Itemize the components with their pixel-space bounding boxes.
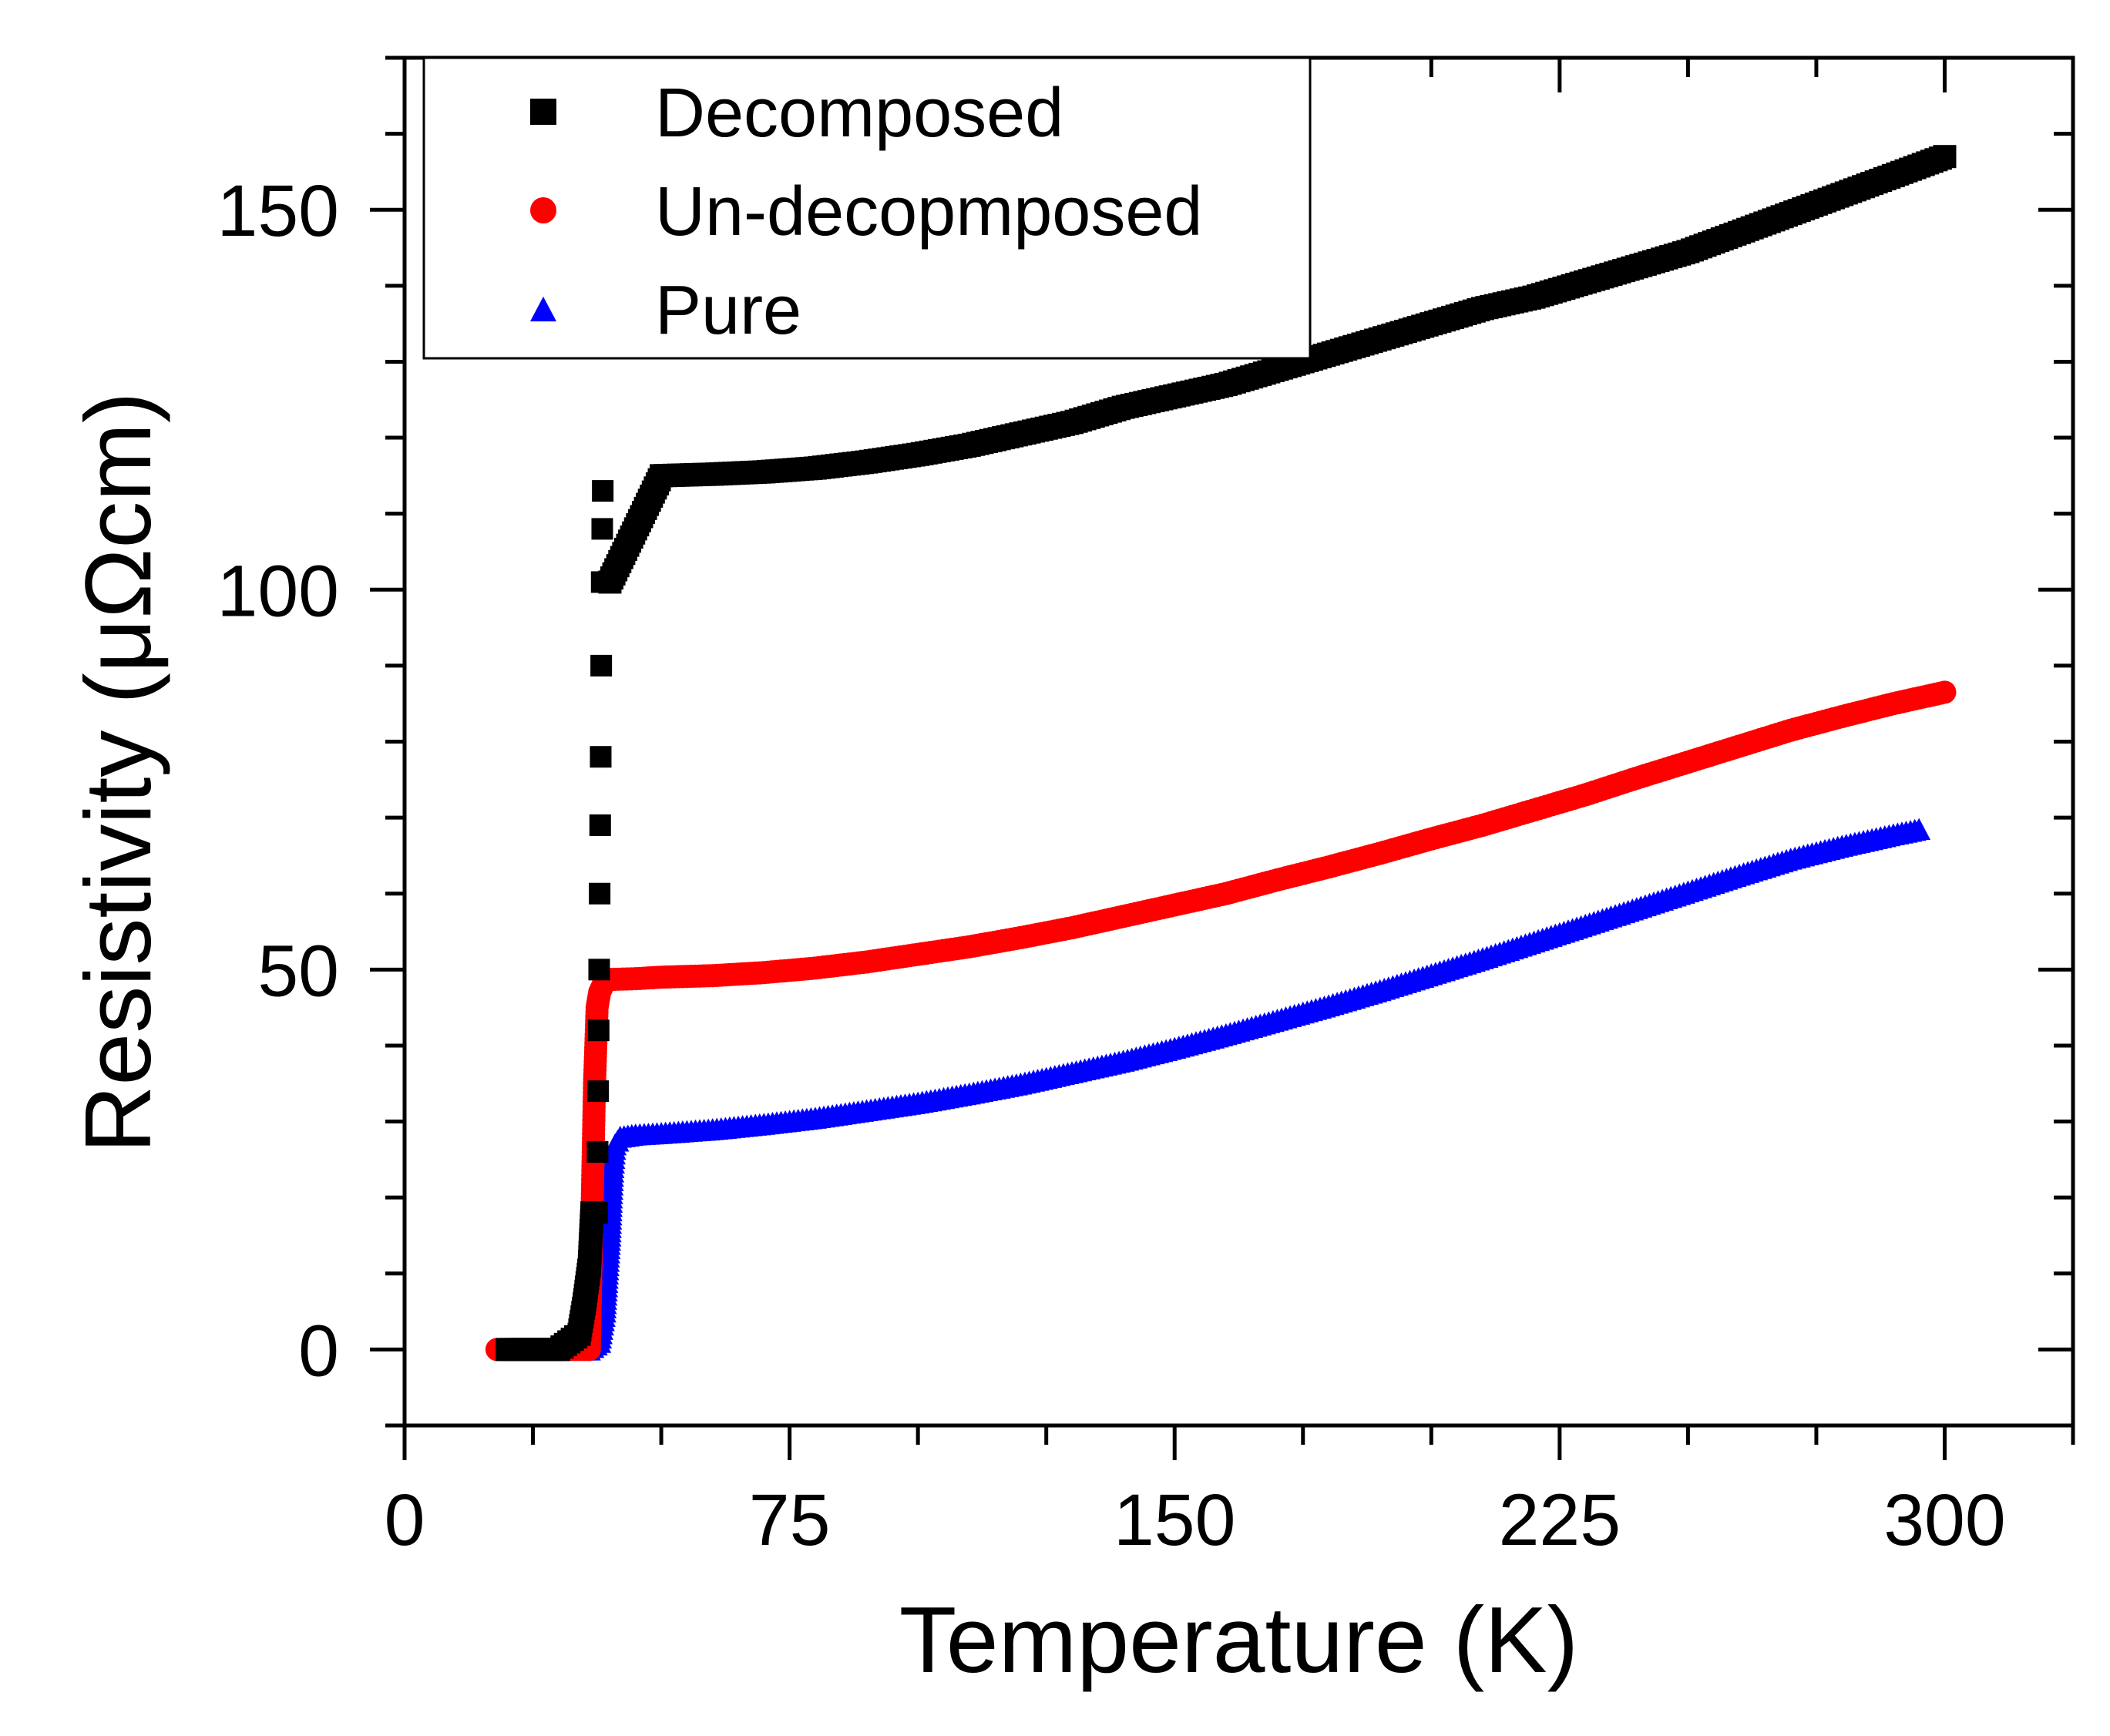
axes: 0 75 150 225 300 0 50 100 150 [217,55,2075,1561]
x-tick-label: 75 [749,1479,831,1561]
legend-marker-square [530,99,556,125]
legend-marker-circle [530,197,556,223]
y-tick-label: 0 [298,1310,339,1392]
data-point [588,959,610,981]
x-tick-label: 225 [1499,1479,1621,1561]
legend-label: Decomposed [655,75,1063,152]
series-decomposed [496,145,1957,1362]
plot-area [485,145,1957,1362]
data-point [590,654,613,677]
legend-label: Pure [655,272,801,349]
x-tick-label: 150 [1114,1479,1236,1561]
data-point [1907,818,1931,841]
data-point [587,1019,610,1042]
y-tick-label: 150 [217,170,339,252]
data-point [586,1201,608,1224]
series-un-decopmposed [485,680,1957,1362]
data-point [1933,680,1957,704]
data-point [590,746,612,768]
data-point [586,1141,609,1163]
legend: Decomposed Un-decopmposed Pure [422,56,1312,360]
data-point [587,1080,610,1103]
legend-box [422,56,1312,360]
legend-label: Un-decopmposed [655,173,1202,250]
data-point [589,882,611,905]
data-point [592,480,614,502]
x-tick-label: 0 [385,1479,425,1561]
y-tick-label: 50 [257,930,339,1012]
x-tick-label: 300 [1883,1479,2006,1561]
x-axis-title: Temperature (K) [899,1587,1578,1692]
y-axis-title: Resistivity (μΩcm) [66,391,170,1153]
data-point [1933,145,1957,169]
data-point [591,518,613,540]
data-point [590,571,613,593]
y-tick-label: 100 [217,550,339,632]
data-point [589,814,611,836]
legend-marker-triangle [530,296,556,322]
